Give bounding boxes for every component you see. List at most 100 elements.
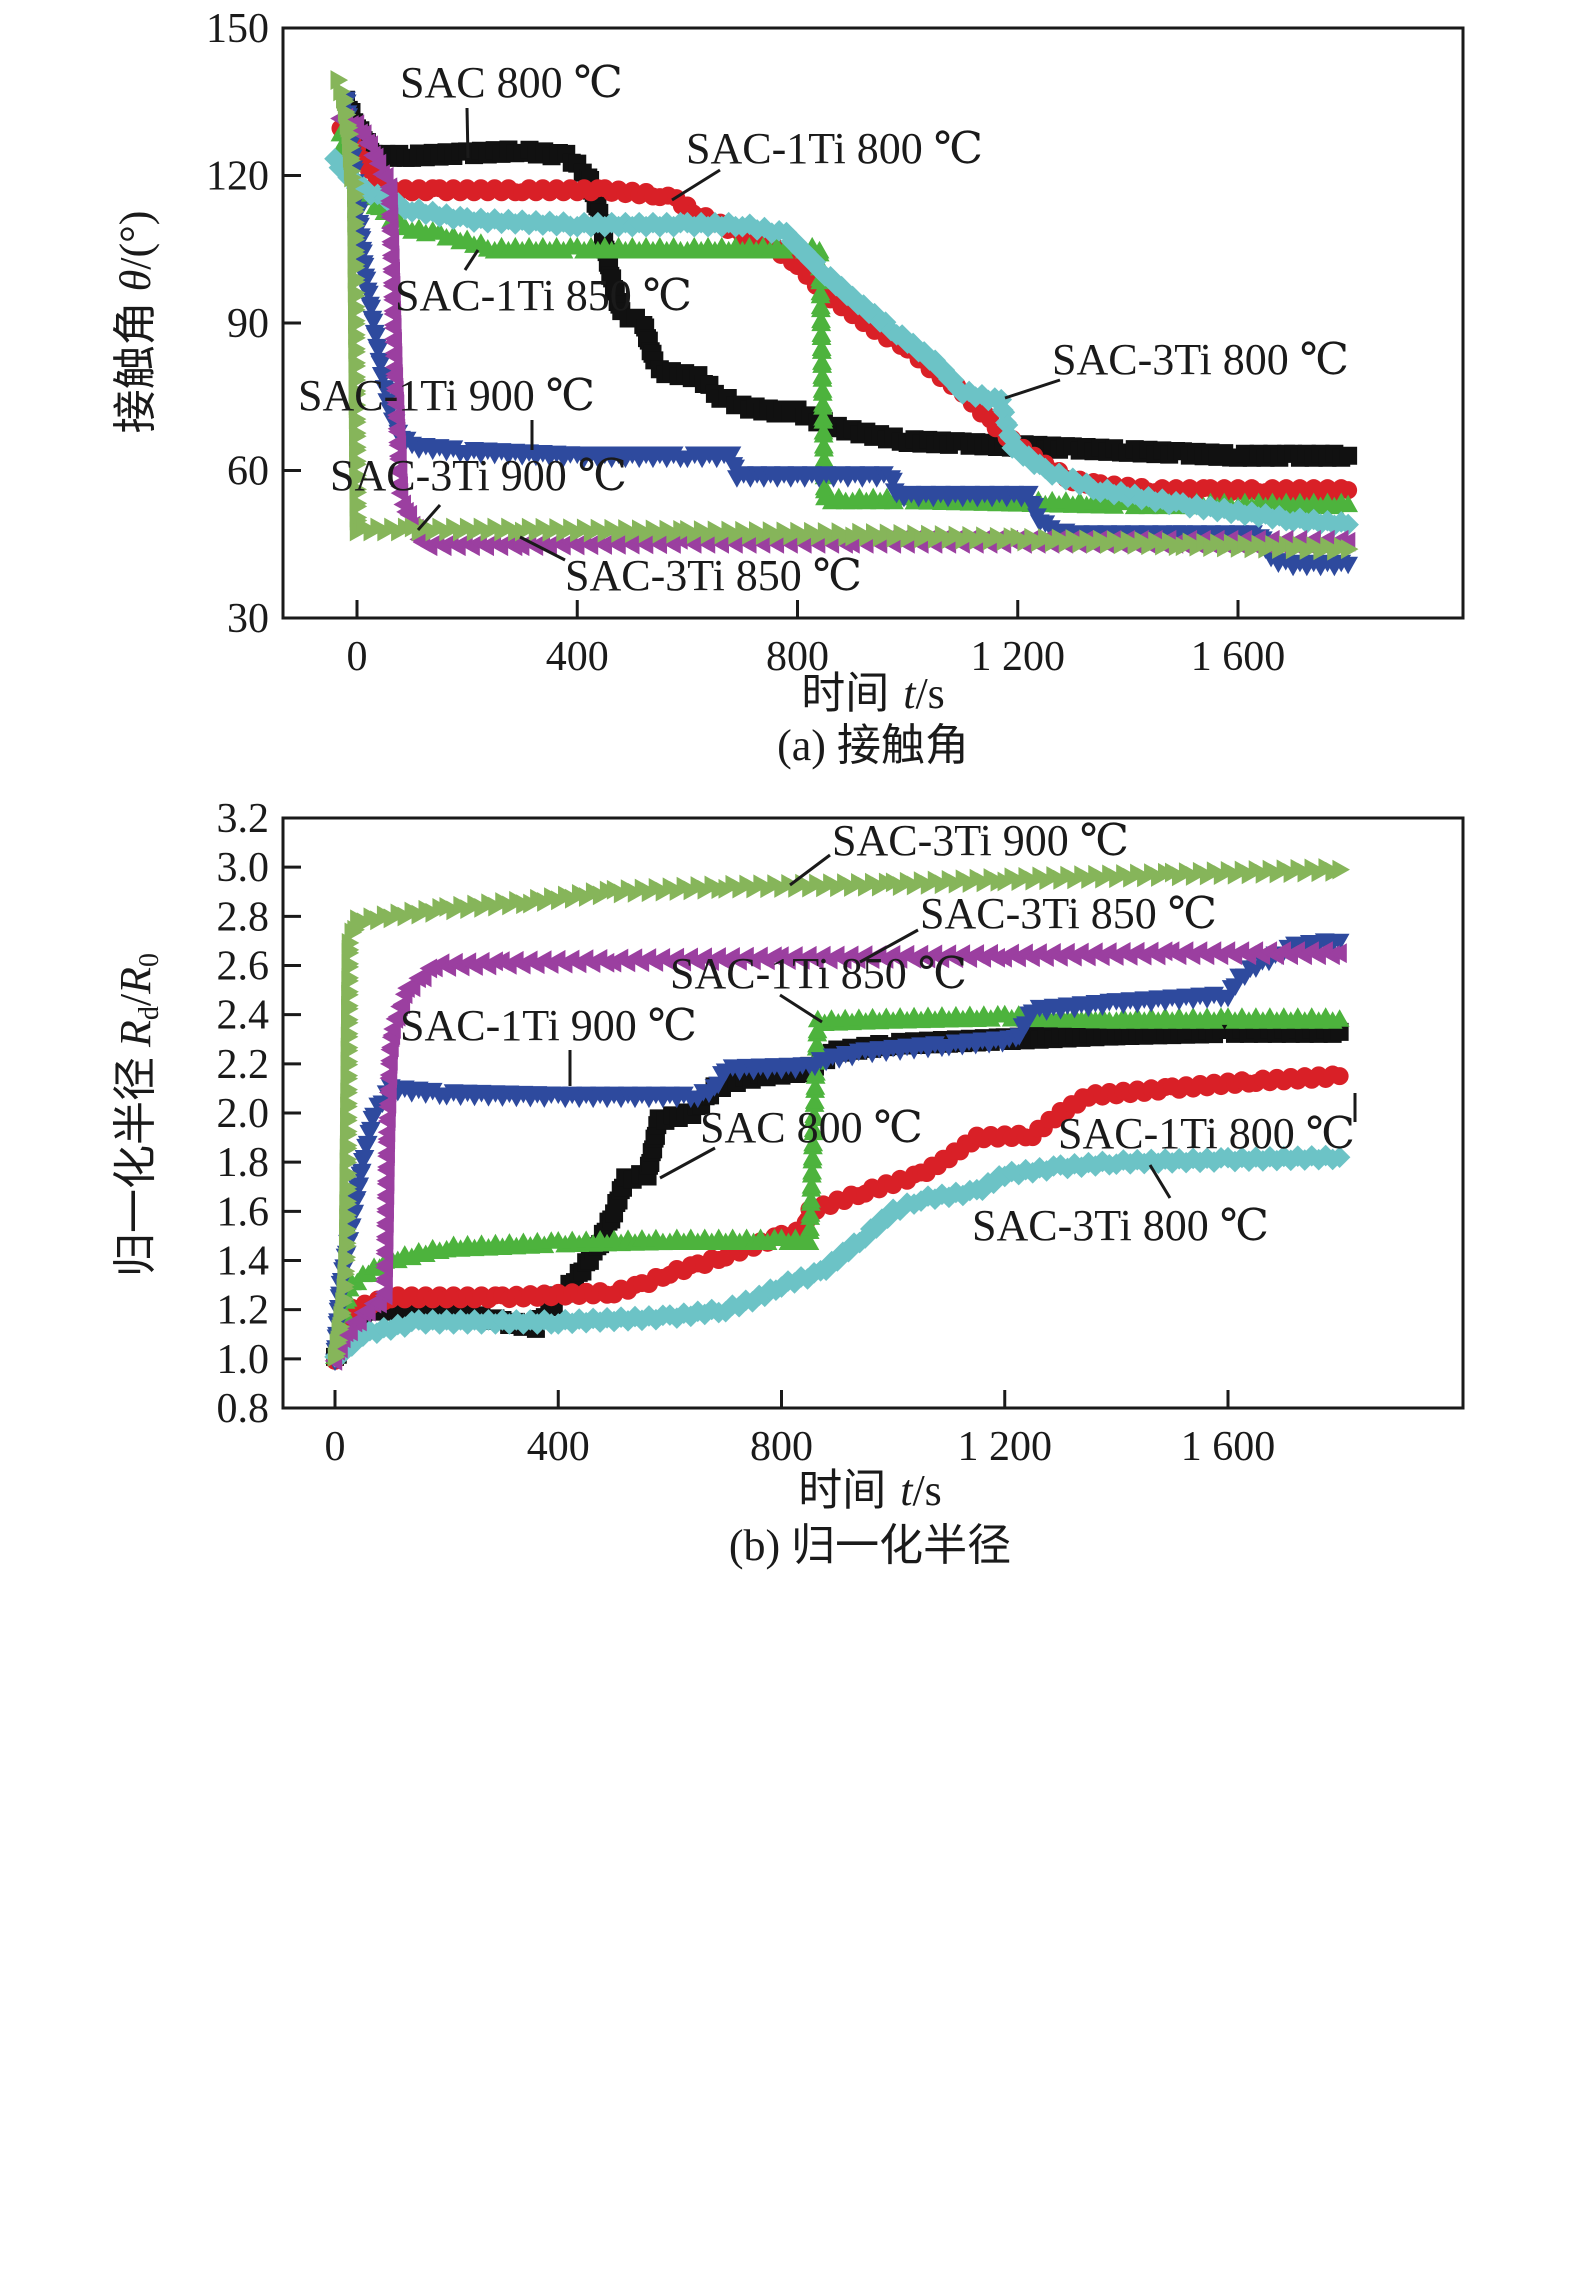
annotation-leaders-a	[416, 107, 1061, 562]
data-point	[811, 313, 832, 332]
data-point	[717, 211, 740, 234]
data-point	[721, 446, 742, 465]
annotation-label: SAC-1Ti 900 ℃	[298, 371, 595, 420]
annotation-leader	[859, 928, 919, 964]
series-layer-b	[324, 858, 1351, 1372]
data-point	[1185, 493, 1208, 516]
annotation-label: SAC 800 ℃	[700, 1103, 923, 1152]
data-point	[770, 1276, 793, 1298]
data-point	[538, 210, 561, 233]
data-point	[587, 211, 609, 234]
data-point	[497, 208, 520, 231]
data-point	[368, 153, 387, 174]
data-point	[346, 1191, 367, 1209]
data-point	[802, 1161, 823, 1180]
x-tick-label: 0	[347, 634, 368, 680]
data-point	[631, 1309, 653, 1332]
data-point	[349, 1177, 370, 1196]
annotations-a: SAC 800 ℃ SAC-1Ti 800 ℃ SAC-1Ti 850 ℃ SAC-3…	[298, 58, 1349, 600]
data-point	[738, 213, 761, 236]
data-point	[1289, 507, 1311, 530]
data-point	[662, 215, 685, 238]
annotation-leaders-b	[568, 853, 1357, 1199]
data-point	[841, 285, 864, 308]
data-point	[1329, 933, 1350, 952]
y-tick-label: 120	[206, 154, 269, 200]
data-point	[360, 1121, 381, 1140]
series-sac-3ti-900	[330, 70, 1359, 561]
caption-b: (b) 归一化半径	[729, 1521, 1011, 1570]
ticks-b: 0.81.01.21.41.61.82.02.22.42.62.83.03.2 0…	[217, 796, 1276, 1470]
data-point	[1151, 488, 1174, 511]
annotation-label: SAC-3Ti 900 ℃	[330, 451, 627, 500]
data-point	[813, 411, 834, 429]
data-point	[645, 1308, 667, 1331]
data-point	[614, 211, 637, 234]
data-point	[803, 1133, 824, 1152]
data-point	[814, 438, 834, 457]
data-point	[1330, 1067, 1349, 1086]
y-tick-label: 3.0	[217, 845, 270, 891]
series-layer-a	[324, 70, 1359, 577]
data-point	[704, 211, 726, 234]
y-tick-label: 2.4	[217, 993, 270, 1039]
data-point	[812, 369, 833, 387]
data-point	[958, 380, 980, 403]
data-point	[370, 355, 391, 374]
chart-normalized-radius: 0.81.01.21.41.61.82.02.22.42.62.83.03.2 0…	[111, 796, 1465, 1570]
data-point	[390, 483, 409, 503]
series-sac-3ti-800	[324, 1144, 1351, 1368]
x-axis-title-b: 时间 t/s	[798, 1466, 942, 1515]
y-tick-label: 90	[227, 301, 269, 347]
data-point	[351, 1163, 372, 1182]
data-point	[993, 401, 1016, 424]
data-point	[883, 472, 903, 491]
data-point	[813, 424, 834, 443]
data-point	[813, 397, 833, 415]
annotation-leader	[671, 168, 721, 202]
data-point	[802, 1147, 823, 1166]
data-point	[399, 504, 418, 525]
data-point	[800, 1204, 821, 1222]
annotation-leader	[789, 853, 831, 887]
data-point	[1339, 446, 1358, 465]
data-point	[801, 1190, 821, 1208]
data-point	[1329, 1009, 1350, 1027]
data-point	[874, 311, 897, 334]
data-point	[512, 1313, 535, 1335]
annotation-label: SAC-3Ti 800 ℃	[972, 1201, 1269, 1250]
y-tick-label: 1.6	[217, 1189, 270, 1235]
x-tick-label: 1 600	[1181, 1424, 1276, 1470]
data-point	[525, 210, 547, 232]
annotation-label: SAC-3Ti 850 ℃	[565, 551, 862, 600]
data-point	[1339, 481, 1358, 500]
data-point	[642, 211, 664, 234]
data-point	[811, 327, 832, 345]
annotation-label: SAC-3Ti 850 ℃	[920, 889, 1217, 938]
annotation-leader	[779, 993, 823, 1024]
data-point	[1110, 481, 1132, 503]
annotation-label: SAC-1Ti 800 ℃	[1058, 1109, 1355, 1158]
annotation-label: SAC-1Ti 800 ℃	[686, 124, 983, 173]
y-tick-label: 2.2	[217, 1042, 270, 1088]
data-point	[357, 1135, 378, 1154]
data-point	[1172, 492, 1194, 514]
series-sac-3ti-900	[327, 858, 1350, 1367]
data-point	[710, 215, 733, 238]
data-point	[999, 426, 1022, 449]
annotation-label: SAC-1Ti 850 ℃	[395, 271, 692, 320]
data-point	[573, 211, 595, 234]
data-point	[368, 341, 389, 360]
data-point	[811, 341, 832, 359]
annotation-leader	[519, 535, 566, 562]
x-axis-title-a: 时间 t/s	[801, 669, 945, 718]
data-point	[690, 211, 712, 234]
data-point	[1340, 539, 1359, 560]
data-point	[804, 1091, 825, 1109]
y-tick-label: 2.0	[217, 1091, 270, 1137]
data-point	[580, 215, 602, 238]
x-tick-label: 800	[750, 1424, 813, 1470]
data-point	[526, 1313, 549, 1335]
